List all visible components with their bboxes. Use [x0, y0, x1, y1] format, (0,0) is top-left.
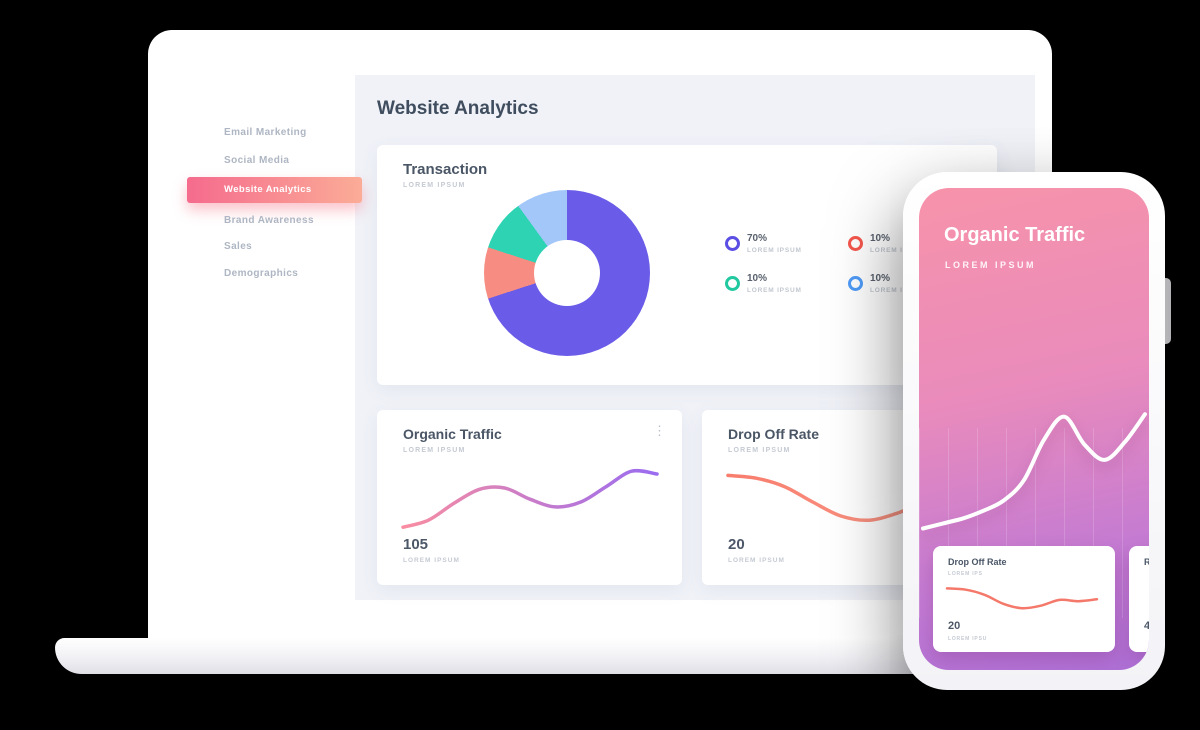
phone-card-value-label: LOREM IPSU — [948, 636, 988, 642]
phone-mini-line-chart — [945, 587, 1099, 610]
page-title: Website Analytics — [377, 98, 539, 119]
organic-traffic-card: Organic Traffic LOREM IPSUM ⋮ 105 LOREM … — [377, 410, 682, 585]
dropoff-card-value: 20 — [728, 536, 745, 553]
phone-line-chart — [921, 412, 1147, 531]
organic-card-value: 105 — [403, 536, 429, 553]
donut-chart — [484, 190, 650, 356]
legend-ring-icon — [848, 236, 863, 251]
sidebar-item-sales[interactable]: Sales — [224, 241, 253, 252]
phone-card-title: R — [1144, 557, 1149, 567]
transaction-card-title: Transaction — [403, 161, 488, 178]
phone-side-button — [1160, 278, 1171, 344]
phone-clipped-card: R 4 — [1129, 546, 1149, 652]
sidebar-item-website-analytics[interactable]: Website Analytics — [187, 177, 362, 203]
organic-card-subtitle: LOREM IPSUM — [403, 447, 466, 454]
sidebar-item-email-marketing[interactable]: Email Marketing — [224, 127, 307, 138]
donut-hole — [534, 240, 600, 306]
legend-value: 10% — [870, 273, 891, 284]
organic-traffic-line-chart — [401, 468, 659, 529]
phone-card-title: Drop Off Rate — [948, 557, 1007, 567]
organic-card-title: Organic Traffic — [403, 426, 502, 442]
legend-value: 10% — [747, 273, 768, 284]
phone-card-subtitle: LOREM IPS — [948, 571, 983, 577]
legend-value: 10% — [870, 233, 891, 244]
legend-ring-icon — [725, 236, 740, 251]
sidebar-item-social-media[interactable]: Social Media — [224, 155, 290, 166]
transaction-card: Transaction LOREM IPSUM 70% LOREM IPSUM … — [377, 145, 997, 385]
legend-ring-icon — [848, 276, 863, 291]
dropoff-card-title: Drop Off Rate — [728, 426, 819, 442]
transaction-card-subtitle: LOREM IPSUM — [403, 182, 466, 189]
phone-screen: Organic Traffic LOREM IPSUM Drop Off Rat… — [919, 188, 1149, 670]
phone-page-subtitle: LOREM IPSUM — [945, 260, 1037, 270]
legend-label: LOREM IPSUM — [747, 287, 802, 294]
phone-card-value: 20 — [948, 620, 961, 632]
sidebar-item-demographics[interactable]: Demographics — [224, 268, 299, 279]
dropoff-card-value-label: LOREM IPSUM — [728, 557, 785, 564]
dropoff-card-subtitle: LOREM IPSUM — [728, 447, 791, 454]
phone-drop-off-card: Drop Off Rate LOREM IPS 20 LOREM IPSU — [933, 546, 1115, 652]
sidebar-item-label: Website Analytics — [224, 184, 312, 195]
legend-value: 70% — [747, 233, 768, 244]
sidebar-item-brand-awareness[interactable]: Brand Awareness — [224, 215, 314, 226]
phone-card-value: 4 — [1144, 620, 1149, 632]
organic-card-value-label: LOREM IPSUM — [403, 557, 460, 564]
legend-label: LOREM IPSUM — [870, 287, 925, 294]
legend-label: LOREM IPSUM — [747, 247, 802, 254]
phone-page-title: Organic Traffic — [944, 224, 1086, 246]
legend-label: LOREM IPSUM — [870, 247, 925, 254]
kebab-menu-icon[interactable]: ⋮ — [653, 423, 666, 438]
legend-ring-icon — [725, 276, 740, 291]
phone-frame: Organic Traffic LOREM IPSUM Drop Off Rat… — [903, 172, 1165, 690]
